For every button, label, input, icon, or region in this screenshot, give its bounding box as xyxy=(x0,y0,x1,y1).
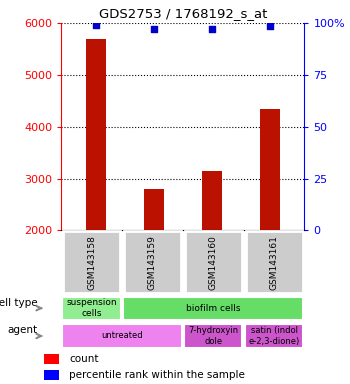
Text: suspension
cells: suspension cells xyxy=(66,298,117,318)
Text: 7-hydroxyin
dole: 7-hydroxyin dole xyxy=(188,326,238,346)
Bar xyxy=(44,370,59,379)
Bar xyxy=(86,39,106,230)
Point xyxy=(209,26,215,32)
FancyBboxPatch shape xyxy=(123,297,303,319)
FancyBboxPatch shape xyxy=(245,231,303,293)
Bar xyxy=(44,354,59,364)
Text: biofilm cells: biofilm cells xyxy=(186,304,240,313)
Point xyxy=(267,23,273,29)
Text: untreated: untreated xyxy=(101,331,143,341)
Title: GDS2753 / 1768192_s_at: GDS2753 / 1768192_s_at xyxy=(99,7,267,20)
FancyBboxPatch shape xyxy=(185,231,242,293)
FancyBboxPatch shape xyxy=(62,297,121,319)
FancyBboxPatch shape xyxy=(63,231,120,293)
Bar xyxy=(202,171,222,230)
Point xyxy=(151,26,157,32)
FancyBboxPatch shape xyxy=(62,324,182,348)
Text: percentile rank within the sample: percentile rank within the sample xyxy=(69,370,245,380)
Text: GSM143158: GSM143158 xyxy=(87,235,96,290)
FancyBboxPatch shape xyxy=(245,324,303,348)
FancyBboxPatch shape xyxy=(124,231,181,293)
Text: count: count xyxy=(69,354,99,364)
Text: cell type: cell type xyxy=(0,298,38,308)
Bar xyxy=(144,189,164,230)
Text: satin (indol
e-2,3-dione): satin (indol e-2,3-dione) xyxy=(248,326,300,346)
Text: GSM143159: GSM143159 xyxy=(148,235,157,290)
Text: agent: agent xyxy=(8,325,38,335)
Text: GSM143161: GSM143161 xyxy=(270,235,279,290)
Point xyxy=(93,22,99,28)
Text: GSM143160: GSM143160 xyxy=(209,235,218,290)
Bar xyxy=(260,109,280,230)
FancyBboxPatch shape xyxy=(184,324,243,348)
